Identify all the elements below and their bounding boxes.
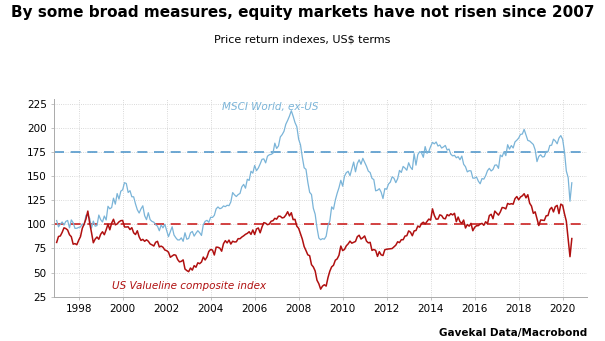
Text: Gavekal Data/Macrobond: Gavekal Data/Macrobond	[439, 328, 587, 338]
Text: Price return indexes, US$ terms: Price return indexes, US$ terms	[214, 34, 391, 44]
Text: By some broad measures, equity markets have not risen since 2007: By some broad measures, equity markets h…	[11, 5, 594, 20]
Text: US Valueline composite index: US Valueline composite index	[112, 281, 266, 291]
Text: MSCI World, ex-US: MSCI World, ex-US	[221, 102, 318, 112]
